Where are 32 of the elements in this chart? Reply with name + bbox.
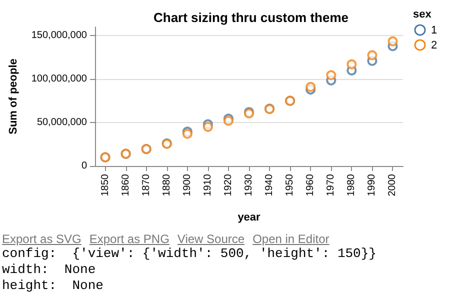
y-tick-label: 0 bbox=[81, 160, 88, 172]
x-tick-label: 1920 bbox=[222, 174, 234, 196]
x-tick-label: 1990 bbox=[366, 174, 378, 196]
text: Open in Editor bbox=[252, 232, 330, 246]
x-tick-label: 1900 bbox=[182, 174, 193, 196]
legend-label: 1 bbox=[431, 24, 438, 36]
x-tick-label: 1910 bbox=[202, 174, 214, 196]
x-axis-title: year bbox=[238, 212, 262, 224]
y-tick-label: 100,000,000 bbox=[31, 74, 88, 85]
text: width: None bbox=[2, 262, 97, 278]
text: height: None bbox=[2, 278, 104, 294]
y-tick-label: 50,000,000 bbox=[36, 117, 88, 128]
x-tick-label: 1940 bbox=[264, 174, 276, 196]
x-tick-label: 1880 bbox=[161, 174, 172, 196]
x-tick-label: 2000 bbox=[387, 174, 398, 196]
x-tick-label: 1850 bbox=[100, 174, 111, 196]
text: config: {'view': {'width': 500, 'height': 150}} bbox=[2, 246, 378, 262]
x-tick-label: 1870 bbox=[140, 174, 152, 196]
y-axis-title: Sum of people bbox=[8, 58, 20, 134]
x-tick-label: 1980 bbox=[346, 174, 358, 196]
chart-title: Chart sizing thru custom theme bbox=[153, 10, 349, 25]
x-tick-label: 1950 bbox=[284, 174, 296, 196]
x-tick-label: 1860 bbox=[120, 174, 132, 196]
x-tick-label: 1930 bbox=[244, 174, 254, 196]
text: Export as PNG bbox=[89, 232, 170, 246]
text: View Source bbox=[177, 232, 245, 246]
x-tick-label: 1960 bbox=[305, 174, 316, 196]
legend-title: sex bbox=[413, 8, 432, 20]
y-tick-label: 150,000,000 bbox=[31, 30, 88, 42]
x-tick-label: 1970 bbox=[326, 174, 337, 196]
text: Export as SVG bbox=[2, 232, 82, 246]
legend-label: 2 bbox=[431, 40, 438, 52]
